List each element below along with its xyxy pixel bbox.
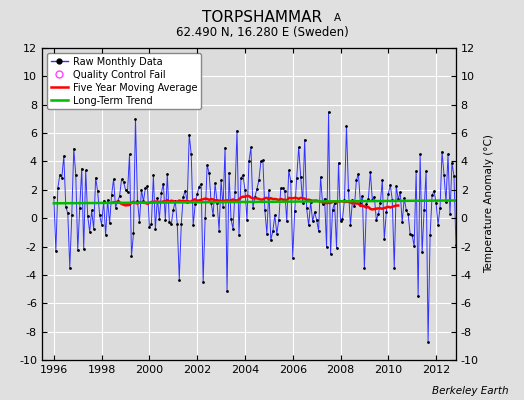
Text: TORPSHAMMAR: TORPSHAMMAR (202, 10, 322, 25)
Y-axis label: Temperature Anomaly (°C): Temperature Anomaly (°C) (484, 134, 494, 274)
Text: 62.490 N, 16.280 E (Sweden): 62.490 N, 16.280 E (Sweden) (176, 26, 348, 39)
Legend: Raw Monthly Data, Quality Control Fail, Five Year Moving Average, Long-Term Tren: Raw Monthly Data, Quality Control Fail, … (47, 53, 201, 109)
Text: Berkeley Earth: Berkeley Earth (432, 386, 508, 396)
Text: A: A (334, 13, 342, 23)
